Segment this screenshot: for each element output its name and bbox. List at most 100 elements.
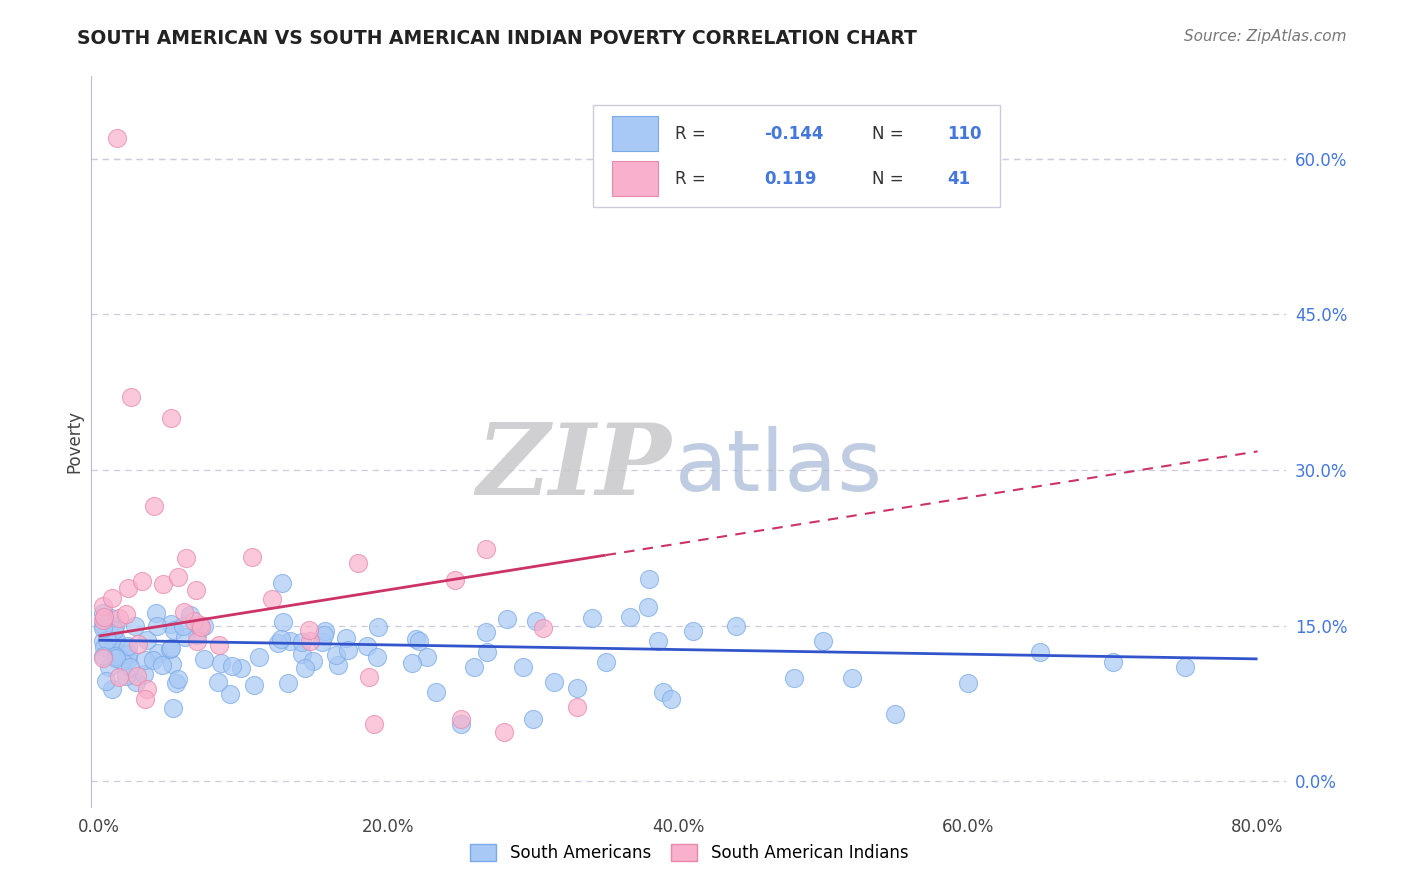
Point bbox=[162, 701, 184, 715]
Point bbox=[101, 633, 124, 648]
FancyBboxPatch shape bbox=[593, 105, 1000, 208]
Text: Source: ZipAtlas.com: Source: ZipAtlas.com bbox=[1184, 29, 1347, 44]
Point bbox=[117, 647, 139, 661]
Point bbox=[841, 671, 863, 685]
Point bbox=[405, 632, 427, 646]
Point bbox=[298, 633, 321, 648]
Point bbox=[512, 660, 534, 674]
Point bbox=[221, 659, 243, 673]
Point bbox=[118, 660, 141, 674]
Point bbox=[108, 611, 131, 625]
Point bbox=[475, 645, 498, 659]
Point bbox=[152, 577, 174, 591]
Point bbox=[278, 634, 301, 648]
Point bbox=[117, 652, 139, 666]
Point bbox=[543, 675, 565, 690]
Point bbox=[659, 691, 682, 706]
Point bbox=[581, 611, 603, 625]
Point bbox=[93, 610, 115, 624]
Point bbox=[312, 628, 335, 642]
Point bbox=[94, 673, 117, 688]
Point bbox=[496, 612, 519, 626]
Point bbox=[243, 677, 266, 691]
Point bbox=[811, 634, 834, 648]
Point bbox=[174, 630, 197, 644]
Point bbox=[136, 633, 159, 648]
Point bbox=[101, 681, 124, 696]
Point bbox=[219, 687, 242, 701]
Point bbox=[291, 634, 314, 648]
Text: -0.144: -0.144 bbox=[765, 125, 824, 143]
Point bbox=[450, 712, 472, 726]
Point bbox=[91, 649, 114, 664]
Point bbox=[531, 621, 554, 635]
Point bbox=[160, 617, 183, 632]
Point bbox=[724, 618, 747, 632]
Point bbox=[595, 655, 617, 669]
Point bbox=[107, 131, 129, 145]
Point bbox=[260, 591, 283, 606]
Point bbox=[682, 624, 704, 638]
Point bbox=[565, 681, 588, 695]
Text: N =: N = bbox=[872, 169, 908, 188]
Point bbox=[783, 671, 806, 685]
Point bbox=[188, 617, 211, 632]
Point bbox=[1101, 655, 1123, 669]
Point bbox=[172, 619, 194, 633]
Point bbox=[335, 631, 357, 645]
Point bbox=[565, 699, 588, 714]
Point bbox=[425, 685, 447, 699]
Point bbox=[463, 660, 485, 674]
Point bbox=[115, 669, 138, 683]
Point bbox=[359, 670, 381, 684]
Point bbox=[346, 556, 368, 570]
Point bbox=[91, 650, 114, 665]
Point bbox=[105, 633, 128, 648]
Point bbox=[132, 666, 155, 681]
Text: 0.119: 0.119 bbox=[765, 169, 817, 188]
Text: 41: 41 bbox=[948, 169, 970, 188]
Point bbox=[134, 653, 156, 667]
Point bbox=[1029, 645, 1052, 659]
Point bbox=[270, 576, 292, 591]
Point bbox=[209, 657, 232, 671]
Point bbox=[160, 657, 183, 671]
Point bbox=[93, 634, 115, 648]
Point bbox=[247, 650, 270, 665]
Point bbox=[240, 550, 263, 565]
Point bbox=[173, 605, 195, 619]
Point bbox=[356, 640, 378, 654]
Point bbox=[104, 648, 127, 663]
Text: atlas: atlas bbox=[675, 425, 883, 508]
Point bbox=[328, 657, 350, 672]
Point bbox=[142, 653, 165, 667]
Point bbox=[96, 633, 118, 648]
Point bbox=[190, 620, 212, 634]
Point bbox=[163, 623, 186, 637]
Point bbox=[146, 646, 169, 660]
Point bbox=[127, 637, 149, 651]
Point bbox=[475, 625, 498, 640]
Point bbox=[93, 640, 115, 654]
Point bbox=[127, 668, 149, 682]
Point bbox=[166, 672, 188, 686]
Point bbox=[117, 640, 139, 654]
Point bbox=[186, 633, 208, 648]
Point bbox=[637, 600, 659, 615]
Point bbox=[115, 607, 138, 621]
Point bbox=[363, 717, 385, 731]
Point bbox=[125, 675, 148, 690]
Point bbox=[294, 661, 316, 675]
Point bbox=[956, 675, 979, 690]
Bar bbox=[613, 161, 658, 196]
Text: ZIP: ZIP bbox=[477, 419, 671, 516]
Point bbox=[91, 618, 114, 632]
Point bbox=[337, 643, 360, 657]
Point bbox=[367, 620, 389, 634]
Point bbox=[131, 574, 153, 588]
Point bbox=[167, 570, 190, 584]
Text: R =: R = bbox=[675, 169, 710, 188]
Text: SOUTH AMERICAN VS SOUTH AMERICAN INDIAN POVERTY CORRELATION CHART: SOUTH AMERICAN VS SOUTH AMERICAN INDIAN … bbox=[77, 29, 917, 47]
Point bbox=[111, 654, 134, 668]
Point bbox=[450, 717, 472, 731]
